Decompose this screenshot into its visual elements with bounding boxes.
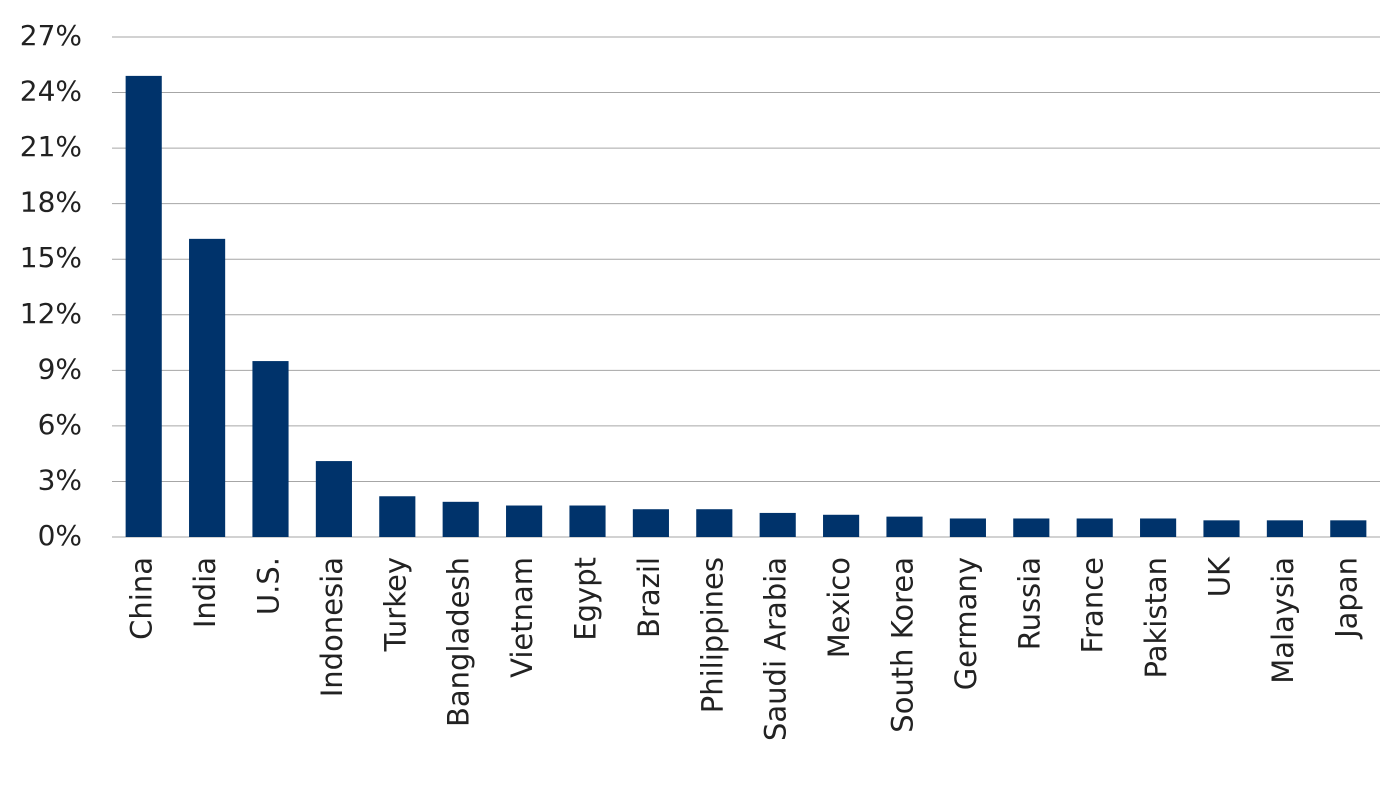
bar — [1266, 520, 1303, 537]
bar — [569, 505, 606, 537]
bar — [696, 509, 733, 537]
y-tick-label: 9% — [38, 352, 82, 385]
y-tick-label: 12% — [20, 297, 82, 330]
bar — [1076, 518, 1113, 537]
x-tick-label: South Korea — [886, 557, 920, 733]
x-tick-label: Vietnam — [505, 557, 539, 678]
bar — [315, 461, 352, 537]
y-tick-label: 0% — [38, 519, 82, 552]
bar — [1140, 518, 1177, 537]
x-tick-label: Saudi Arabia — [759, 557, 793, 741]
x-tick-label: India — [188, 557, 222, 628]
bar — [189, 238, 226, 537]
bar — [125, 75, 162, 537]
x-tick-label: China — [125, 557, 159, 640]
y-tick-label: 27% — [20, 19, 82, 52]
bar — [506, 505, 543, 537]
bar — [1013, 518, 1050, 537]
x-tick-label: Turkey — [378, 557, 412, 652]
bar — [759, 512, 796, 537]
x-tick-label: France — [1076, 557, 1110, 653]
bar — [886, 516, 923, 537]
bar — [1330, 520, 1367, 537]
x-tick-label: UK — [1203, 556, 1237, 597]
bar — [252, 361, 289, 537]
x-tick-label: Malaysia — [1266, 557, 1300, 684]
x-tick-label: Indonesia — [315, 557, 349, 697]
x-tick-label: Russia — [1012, 557, 1046, 650]
x-tick-label: Egypt — [569, 557, 603, 641]
x-tick-label: Bangladesh — [442, 557, 476, 727]
x-tick-label: Pakistan — [1139, 557, 1173, 678]
y-tick-label: 6% — [38, 408, 82, 441]
bar — [379, 496, 416, 537]
x-tick-label: U.S. — [252, 557, 286, 615]
y-tick-label: 3% — [38, 463, 82, 496]
x-tick-label: Brazil — [632, 557, 666, 638]
bar — [442, 501, 479, 537]
bar — [632, 509, 669, 537]
y-tick-label: 15% — [20, 241, 82, 274]
y-tick-label: 18% — [20, 186, 82, 219]
x-tick-label: Mexico — [822, 557, 856, 658]
y-tick-label: 21% — [20, 130, 82, 163]
y-tick-label: 24% — [20, 75, 82, 108]
bar — [823, 514, 860, 537]
x-tick-label: Germany — [949, 557, 983, 690]
bar — [1203, 520, 1240, 537]
bar — [949, 518, 986, 537]
x-tick-label: Philippines — [695, 557, 729, 713]
x-tick-label: Japan — [1329, 557, 1363, 640]
